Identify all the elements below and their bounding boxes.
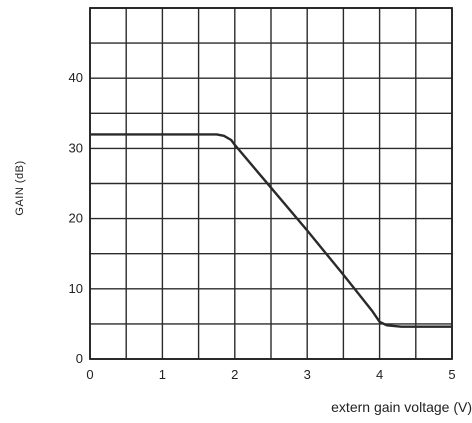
series-line-1 [90, 133, 452, 328]
series-layer [90, 133, 452, 328]
plot-frame [89, 7, 453, 360]
x-tick-label: 4 [376, 367, 383, 382]
y-tick-label: 20 [69, 211, 83, 226]
y-tick-label: 40 [69, 70, 83, 85]
x-tick-label: 1 [159, 367, 166, 382]
x-tick-label: 5 [448, 367, 455, 382]
x-tick-labels: 0 1 2 3 4 5 [86, 367, 455, 382]
x-axis-label: extern gain voltage (V) [331, 399, 472, 415]
grid [89, 7, 453, 360]
y-tick-label: 30 [69, 140, 83, 155]
x-tick-label: 0 [86, 367, 93, 382]
x-tick-label: 2 [231, 367, 238, 382]
y-tick-label: 10 [69, 281, 83, 296]
x-tick-label: 3 [304, 367, 311, 382]
y-axis-label: GAIN (dB) [14, 160, 26, 215]
y-tick-label: 0 [76, 351, 83, 366]
y-tick-labels: 0 10 20 30 40 [69, 70, 83, 366]
